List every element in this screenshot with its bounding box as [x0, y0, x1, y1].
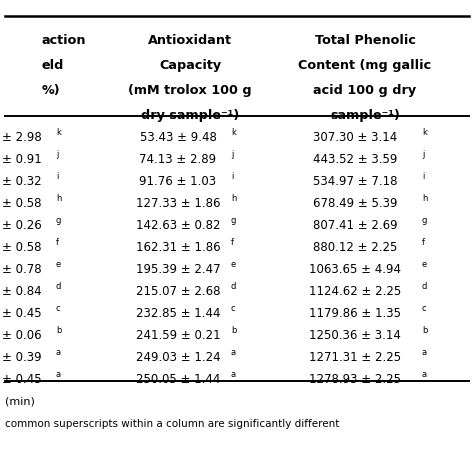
Text: 307.30 ± 3.14: 307.30 ± 3.14 — [313, 130, 397, 144]
Text: 534.97 ± 7.18: 534.97 ± 7.18 — [313, 175, 397, 188]
Text: action: action — [42, 34, 86, 47]
Text: j: j — [56, 150, 58, 159]
Text: ± 0.91: ± 0.91 — [2, 153, 42, 165]
Text: a: a — [56, 348, 61, 357]
Text: Content (mg gallic: Content (mg gallic — [299, 59, 431, 72]
Text: j: j — [422, 150, 424, 159]
Text: i: i — [231, 172, 233, 181]
Text: Capacity: Capacity — [159, 59, 221, 72]
Text: g: g — [422, 216, 428, 225]
Text: 1278.93 ± 2.25: 1278.93 ± 2.25 — [309, 374, 401, 386]
Text: d: d — [56, 282, 61, 291]
Text: 1271.31 ± 2.25: 1271.31 ± 2.25 — [309, 351, 401, 365]
Text: a: a — [422, 348, 427, 357]
Text: j: j — [231, 150, 233, 159]
Text: 678.49 ± 5.39: 678.49 ± 5.39 — [313, 197, 397, 210]
Text: h: h — [56, 194, 61, 203]
Text: f: f — [422, 238, 425, 247]
Text: ± 0.39: ± 0.39 — [2, 351, 42, 365]
Text: k: k — [422, 128, 427, 137]
Text: c: c — [56, 304, 61, 313]
Text: (mM trolox 100 g: (mM trolox 100 g — [128, 84, 252, 97]
Text: dry sample⁻¹): dry sample⁻¹) — [141, 109, 239, 122]
Text: 162.31 ± 1.86: 162.31 ± 1.86 — [136, 241, 220, 254]
Text: 249.03 ± 1.24: 249.03 ± 1.24 — [136, 351, 220, 365]
Text: 127.33 ± 1.86: 127.33 ± 1.86 — [136, 197, 220, 210]
Text: a: a — [231, 371, 236, 380]
Text: %): %) — [42, 84, 61, 97]
Text: k: k — [56, 128, 61, 137]
Text: ± 0.26: ± 0.26 — [2, 219, 42, 232]
Text: c: c — [231, 304, 236, 313]
Text: Total Phenolic: Total Phenolic — [315, 34, 415, 47]
Text: ± 0.45: ± 0.45 — [2, 374, 42, 386]
Text: ± 0.06: ± 0.06 — [2, 329, 42, 342]
Text: c: c — [422, 304, 427, 313]
Text: 241.59 ± 0.21: 241.59 ± 0.21 — [136, 329, 220, 342]
Text: h: h — [231, 194, 237, 203]
Text: 91.76 ± 1.03: 91.76 ± 1.03 — [139, 175, 217, 188]
Text: d: d — [422, 282, 428, 291]
Text: a: a — [231, 348, 236, 357]
Text: common superscripts within a column are significantly different: common superscripts within a column are … — [5, 419, 339, 429]
Text: b: b — [231, 326, 237, 335]
Text: b: b — [56, 326, 61, 335]
Text: i: i — [56, 172, 58, 181]
Text: e: e — [231, 260, 236, 269]
Text: 1250.36 ± 3.14: 1250.36 ± 3.14 — [309, 329, 401, 342]
Text: 215.07 ± 2.68: 215.07 ± 2.68 — [136, 285, 220, 298]
Text: d: d — [231, 282, 237, 291]
Text: ± 0.58: ± 0.58 — [2, 241, 42, 254]
Text: i: i — [422, 172, 424, 181]
Text: 53.43 ± 9.48: 53.43 ± 9.48 — [139, 130, 217, 144]
Text: 232.85 ± 1.44: 232.85 ± 1.44 — [136, 307, 220, 320]
Text: g: g — [231, 216, 237, 225]
Text: acid 100 g dry: acid 100 g dry — [313, 84, 417, 97]
Text: 195.39 ± 2.47: 195.39 ± 2.47 — [136, 263, 220, 276]
Text: 1063.65 ± 4.94: 1063.65 ± 4.94 — [309, 263, 401, 276]
Text: 1179.86 ± 1.35: 1179.86 ± 1.35 — [309, 307, 401, 320]
Text: ± 0.58: ± 0.58 — [2, 197, 42, 210]
Text: 142.63 ± 0.82: 142.63 ± 0.82 — [136, 219, 220, 232]
Text: e: e — [56, 260, 61, 269]
Text: 250.05 ± 1.44: 250.05 ± 1.44 — [136, 374, 220, 386]
Text: ± 0.78: ± 0.78 — [2, 263, 42, 276]
Text: ± 2.98: ± 2.98 — [2, 130, 42, 144]
Text: ± 0.45: ± 0.45 — [2, 307, 42, 320]
Text: f: f — [231, 238, 234, 247]
Text: g: g — [56, 216, 61, 225]
Text: h: h — [422, 194, 428, 203]
Text: b: b — [422, 326, 428, 335]
Text: e: e — [422, 260, 427, 269]
Text: eld: eld — [42, 59, 64, 72]
Text: f: f — [56, 238, 59, 247]
Text: ± 0.84: ± 0.84 — [2, 285, 42, 298]
Text: 443.52 ± 3.59: 443.52 ± 3.59 — [313, 153, 397, 165]
Text: k: k — [231, 128, 236, 137]
Text: 807.41 ± 2.69: 807.41 ± 2.69 — [313, 219, 397, 232]
Text: 74.13 ± 2.89: 74.13 ± 2.89 — [139, 153, 217, 165]
Text: 880.12 ± 2.25: 880.12 ± 2.25 — [313, 241, 397, 254]
Text: Antioxidant: Antioxidant — [148, 34, 232, 47]
Text: ± 0.32: ± 0.32 — [2, 175, 42, 188]
Text: a: a — [56, 371, 61, 380]
Text: (min): (min) — [5, 396, 35, 406]
Text: a: a — [422, 371, 427, 380]
Text: sample⁻¹): sample⁻¹) — [330, 109, 400, 122]
Text: 1124.62 ± 2.25: 1124.62 ± 2.25 — [309, 285, 401, 298]
